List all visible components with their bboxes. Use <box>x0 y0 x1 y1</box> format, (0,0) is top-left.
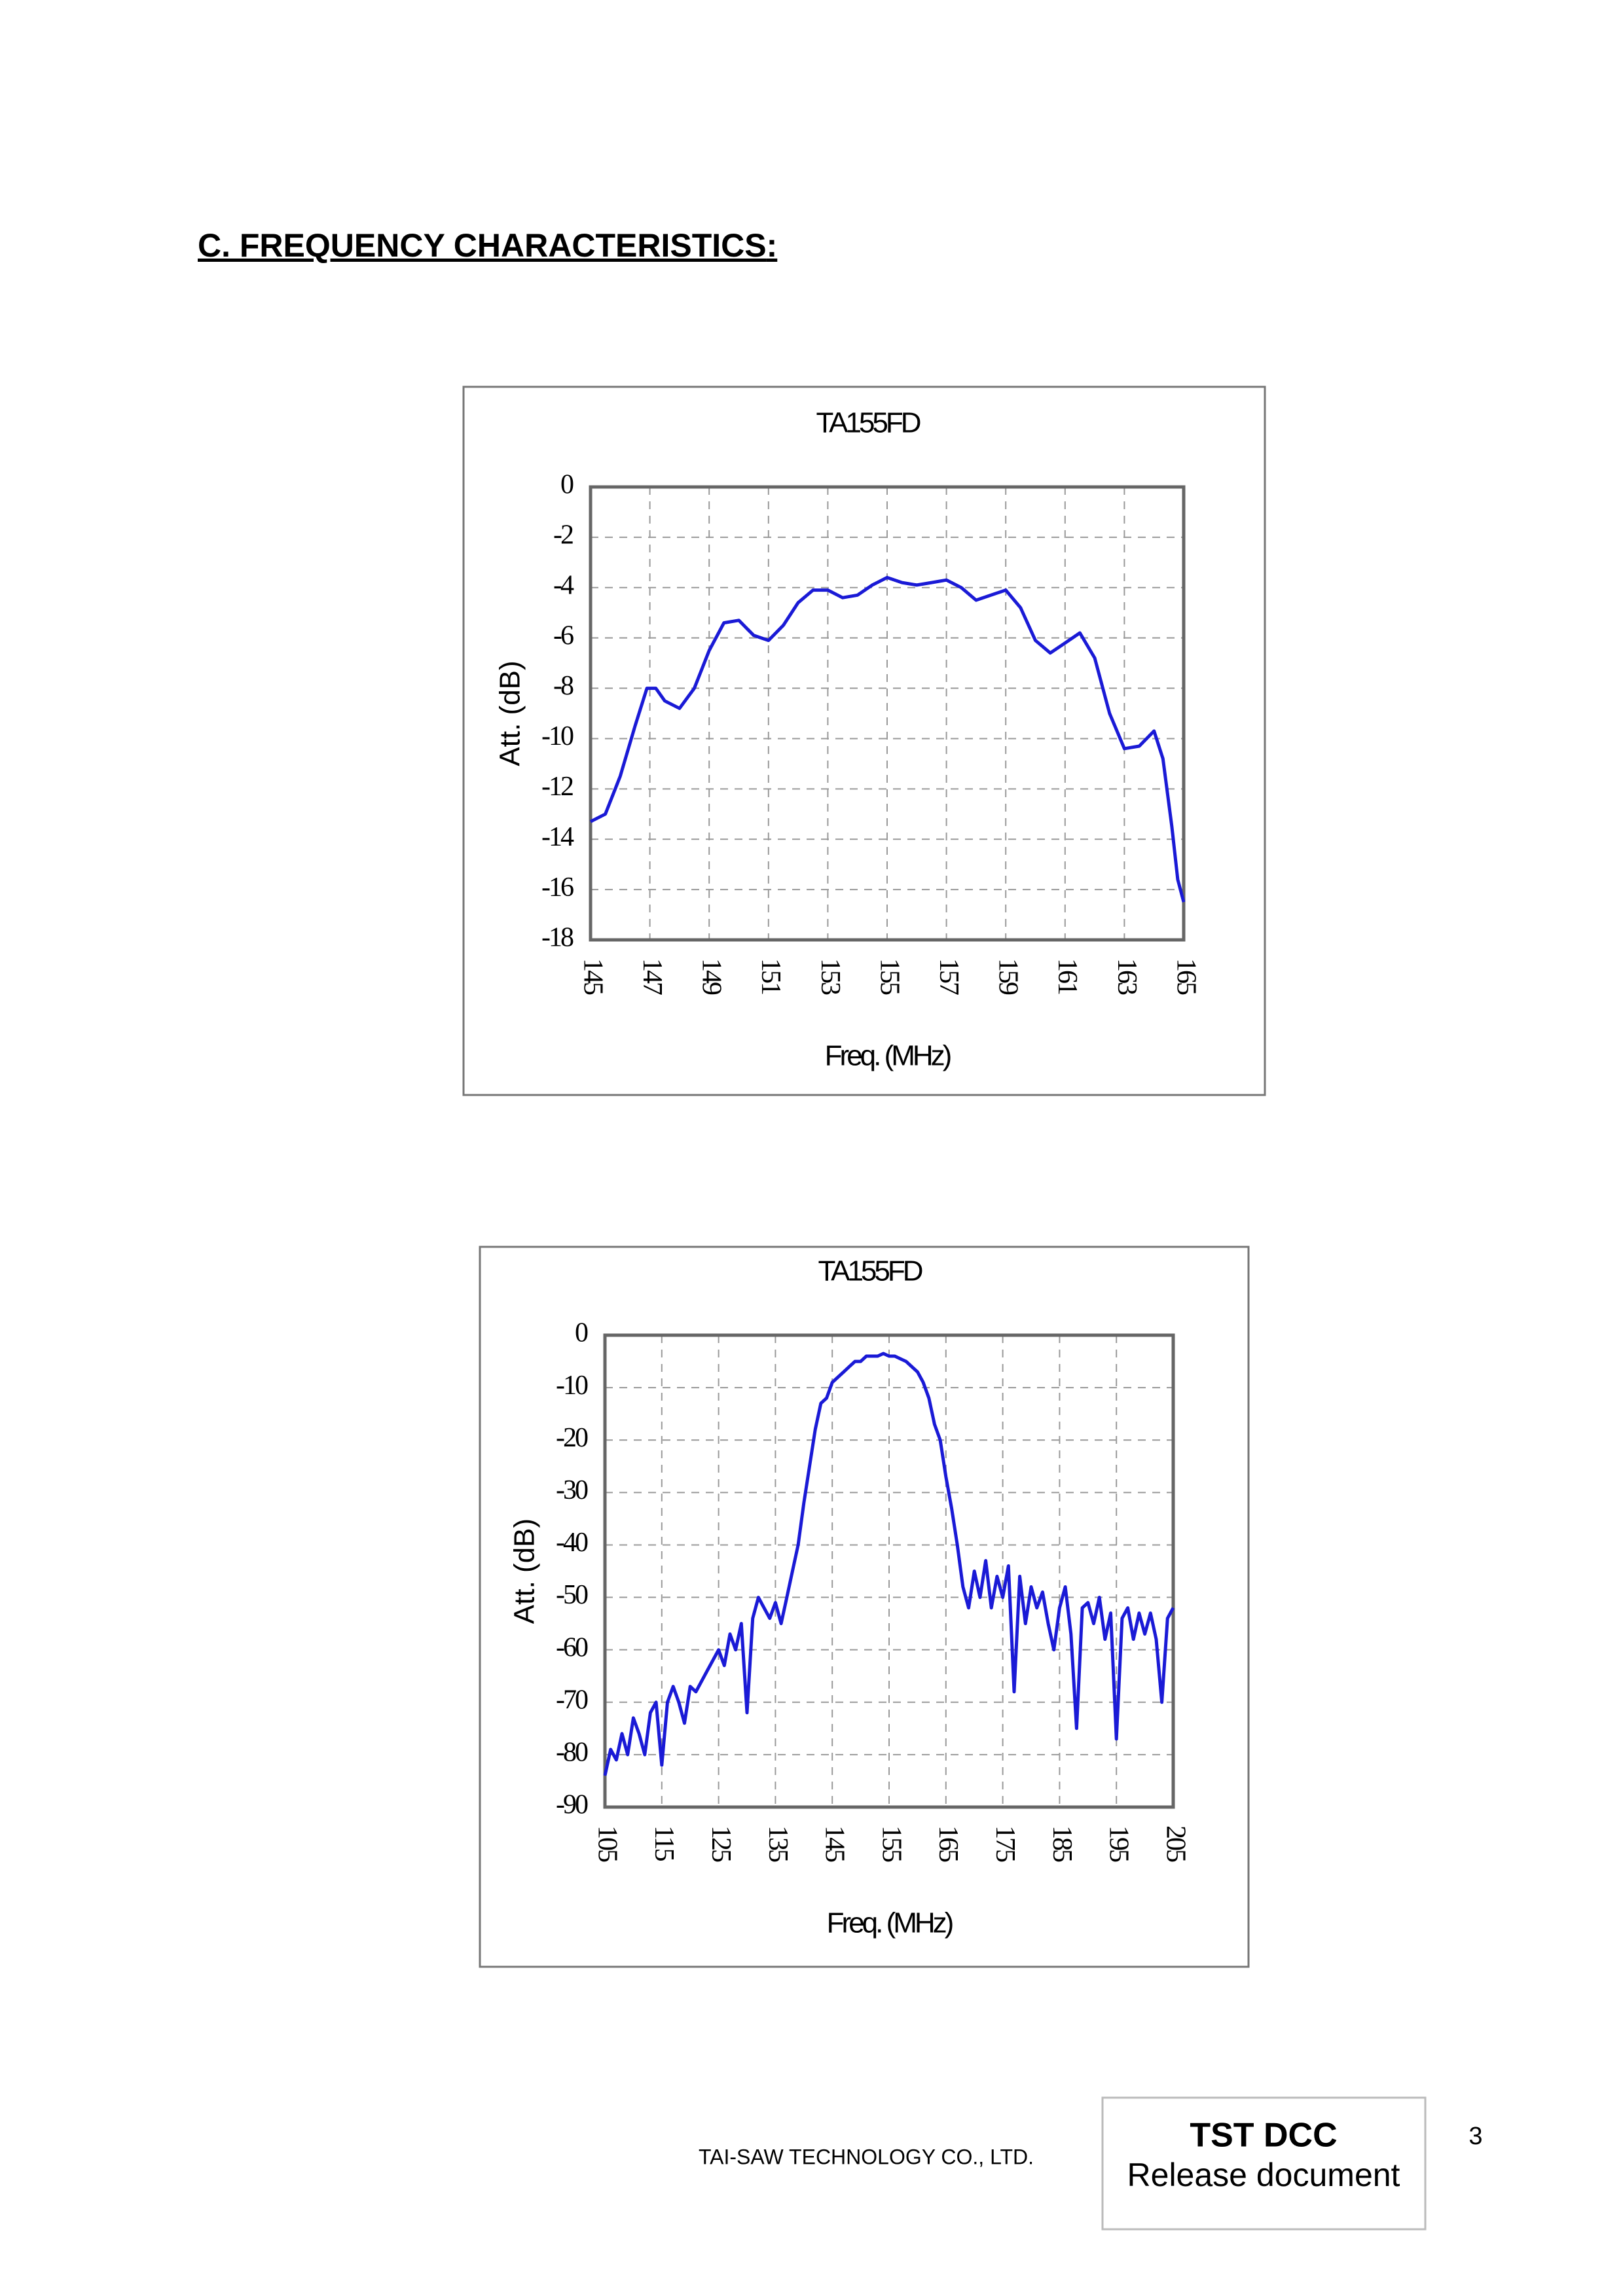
x-tick-label: 105 <box>592 1825 622 1862</box>
y-tick-label: -16 <box>541 872 574 903</box>
x-tick-label: 145 <box>577 958 608 995</box>
y-tick-label: -12 <box>541 772 573 802</box>
chart-frame <box>479 1246 1250 1968</box>
x-tick-label: 145 <box>820 1825 850 1862</box>
data-line <box>589 575 1186 903</box>
y-tick-label: -70 <box>556 1685 588 1715</box>
chart-frame <box>462 386 1266 1096</box>
x-tick-label: 161 <box>1052 958 1082 994</box>
y-tick-label: -80 <box>556 1738 588 1768</box>
y-tick-label: -10 <box>556 1371 588 1401</box>
section-title: C. FREQUENCY CHARACTERISTICS: <box>198 227 777 264</box>
x-tick-label: 115 <box>649 1825 679 1861</box>
y-tick-label: -20 <box>556 1423 588 1453</box>
x-tick-label: 135 <box>763 1825 793 1862</box>
x-tick-label: 175 <box>990 1825 1020 1862</box>
x-axis-label: Freq. (MHz) <box>825 1040 951 1072</box>
y-tick-label: 0 <box>560 470 574 500</box>
section-title-colon: : <box>767 227 778 264</box>
x-tick-label: 149 <box>697 958 727 995</box>
x-tick-label: 165 <box>1171 958 1201 995</box>
y-tick-label: -10 <box>541 721 574 751</box>
section-title-text: C. FREQUENCY CHARACTERISTICS <box>198 227 767 264</box>
y-axis-label: Att. (dB) <box>494 660 526 766</box>
y-tick-label: -14 <box>541 822 574 852</box>
plot-frame <box>603 1333 1175 1809</box>
y-tick-label: -4 <box>553 570 574 600</box>
x-tick-label: 159 <box>993 958 1023 995</box>
chart-title: TA155FD <box>816 407 920 439</box>
y-tick-label: -30 <box>556 1475 588 1505</box>
y-axis-label: Att. (dB) <box>509 1518 541 1624</box>
x-tick-label: 147 <box>637 958 667 995</box>
x-tick-label: 157 <box>934 958 964 995</box>
y-tick-label: -18 <box>541 923 574 953</box>
y-tick-label: -40 <box>556 1528 588 1558</box>
y-tick-label: -60 <box>556 1632 588 1662</box>
y-tick-label: -6 <box>553 620 574 651</box>
data-line <box>603 1352 1175 1776</box>
y-tick-label: -90 <box>556 1790 588 1820</box>
x-tick-label: 153 <box>815 958 845 995</box>
y-tick-label: -8 <box>553 671 574 701</box>
stamp-title: TST DCC <box>1190 2117 1337 2155</box>
x-tick-label: 155 <box>876 1825 906 1862</box>
chart-title: TA155FD <box>818 1255 922 1287</box>
plot-frame <box>589 485 1186 942</box>
x-tick-label: 155 <box>874 958 904 995</box>
company-name: TAI-SAW TECHNOLOGY CO., LTD. <box>699 2145 1034 2168</box>
x-tick-label: 125 <box>706 1825 736 1862</box>
x-tick-label: 151 <box>756 958 786 994</box>
x-tick-label: 205 <box>1160 1825 1190 1862</box>
x-axis-label: Freq. (MHz) <box>827 1907 953 1939</box>
y-tick-label: -2 <box>553 520 573 550</box>
stamp-text: Release document <box>1127 2157 1400 2193</box>
x-tick-label: 185 <box>1047 1825 1077 1862</box>
stamp-box <box>1101 2096 1427 2231</box>
page-number: 3 <box>1468 2123 1482 2150</box>
x-tick-label: 165 <box>933 1825 963 1862</box>
y-tick-label: -50 <box>556 1580 588 1610</box>
x-tick-label: 195 <box>1104 1825 1134 1862</box>
x-tick-label: 163 <box>1112 958 1142 995</box>
y-tick-label: 0 <box>575 1318 588 1348</box>
